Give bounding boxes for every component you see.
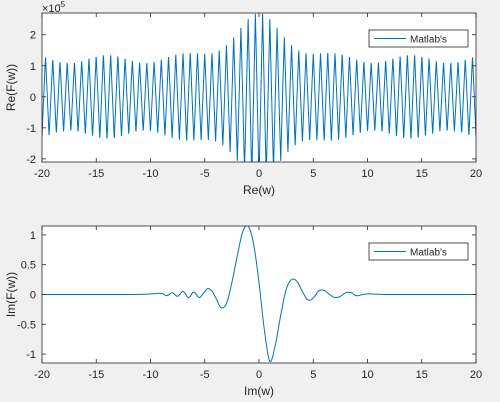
y-axis-label: Im(F(w)) [4, 272, 18, 317]
x-tick-label: -10 [143, 369, 159, 381]
chart-panel-2: -20 -15 -10 -5 0 5 10 15 20 -1 -0.5 0 0.5 1 Im(w) Im(F(… [4, 225, 482, 398]
x-tick-label: 20 [470, 168, 482, 180]
x-tick-label: -20 [34, 168, 50, 180]
legend-label: Matlab's [410, 248, 447, 259]
x-tick-label: 0 [256, 168, 262, 180]
x-tick-label: 20 [470, 369, 482, 381]
x-tick-label: -20 [34, 369, 50, 381]
y-tick-label: 0 [30, 290, 36, 302]
y-tick-label: -2 [26, 154, 36, 166]
x-axis-label: Im(w) [244, 384, 274, 398]
chart-panel-1: -20 -15 -10 -5 0 5 10 15 20-2-1012Re(w)Re(F(w))×… [4, 0, 482, 197]
x-tick-label: -5 [200, 369, 210, 381]
y-tick-label: -0.5 [17, 319, 36, 331]
legend-label: Matlab's [410, 35, 447, 46]
y-tick-label: 1 [30, 61, 36, 73]
y-tick-label: 1 [30, 230, 36, 242]
exponent-label: ×10 [42, 3, 61, 15]
y-tick-label: -1 [26, 349, 36, 361]
series-line-1 [42, 226, 476, 363]
x-tick-label: 10 [361, 369, 373, 381]
x-tick-label: 15 [416, 168, 428, 180]
x-axis-label: Re(w) [243, 183, 275, 197]
legend-box [368, 242, 469, 261]
y-axis-label: Re(F(w)) [4, 64, 18, 111]
legend: Matlab's [368, 29, 469, 48]
y-tick-label: 0 [30, 92, 36, 104]
x-tick-label: 0 [256, 369, 262, 381]
x-tick-label: 10 [361, 168, 373, 180]
x-tick-label: -15 [88, 168, 104, 180]
exponent-power: -5 [58, 0, 66, 9]
y-tick-label: 2 [30, 30, 36, 42]
y-tick-label: -1 [26, 123, 36, 135]
legend-box [368, 29, 469, 48]
x-tick-label: 5 [310, 168, 316, 180]
x-tick-label: -5 [200, 168, 210, 180]
x-tick-label: -15 [88, 369, 104, 381]
x-tick-label: -10 [143, 168, 159, 180]
series-line-1 [42, 13, 476, 162]
legend: Matlab's [368, 242, 469, 261]
y-tick-label: 0.5 [21, 260, 36, 272]
x-tick-label: 15 [416, 369, 428, 381]
x-tick-label: 5 [310, 369, 316, 381]
